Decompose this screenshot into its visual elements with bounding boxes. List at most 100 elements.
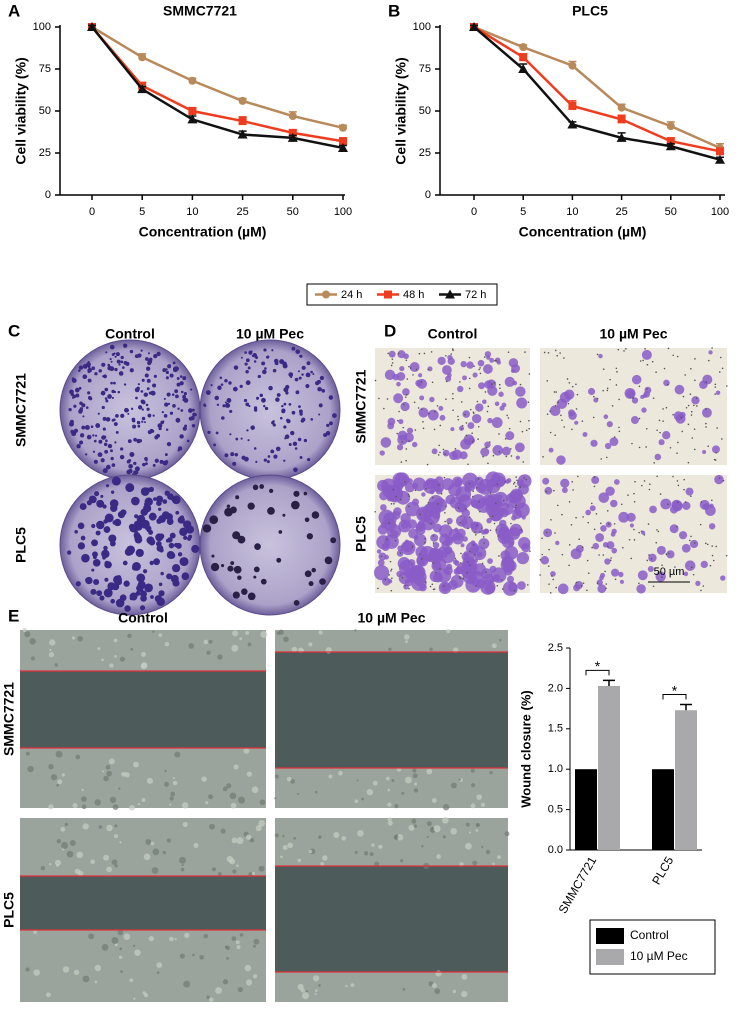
cell xyxy=(382,577,391,586)
x-tick-label: PLC5 xyxy=(649,854,676,887)
cell-texture xyxy=(203,639,209,645)
cell-texture xyxy=(354,799,359,804)
colony xyxy=(78,409,83,414)
cell xyxy=(575,544,584,553)
pore xyxy=(388,574,391,576)
cell-texture xyxy=(209,997,214,1003)
pore xyxy=(501,588,504,590)
cell-texture xyxy=(164,642,170,647)
cell xyxy=(595,533,605,542)
colony xyxy=(135,396,138,400)
column-header: 10 µM Pec xyxy=(236,326,304,342)
marker xyxy=(188,107,197,115)
colony xyxy=(232,386,238,392)
colony xyxy=(310,370,313,374)
pore xyxy=(401,441,404,443)
pore xyxy=(554,434,556,436)
cell xyxy=(582,432,588,438)
colony xyxy=(146,525,152,532)
pore xyxy=(497,535,499,537)
pore xyxy=(627,494,629,496)
significance-bracket xyxy=(662,694,687,700)
pore xyxy=(443,476,446,479)
colony xyxy=(202,524,212,533)
colony xyxy=(330,537,337,544)
cell xyxy=(500,550,511,561)
colony xyxy=(91,568,95,572)
cell xyxy=(431,561,442,572)
pore xyxy=(399,552,402,554)
pore xyxy=(384,578,387,581)
y-tick-label: 50 xyxy=(39,105,51,117)
colony xyxy=(115,414,119,418)
y-axis-label: Cell viability (%) xyxy=(393,57,409,164)
cell xyxy=(512,508,523,520)
cell-texture xyxy=(182,821,188,828)
colony xyxy=(168,542,175,549)
colony xyxy=(105,464,111,470)
cell-texture xyxy=(211,867,217,872)
colony xyxy=(298,376,302,380)
marker xyxy=(339,123,347,132)
colony xyxy=(183,392,187,396)
pore xyxy=(529,550,531,553)
cell xyxy=(708,523,716,530)
culture-dish xyxy=(199,474,341,616)
cell-texture xyxy=(33,929,37,934)
pore xyxy=(542,456,544,458)
colony xyxy=(143,421,146,424)
cell xyxy=(504,376,515,387)
pore xyxy=(546,380,549,382)
cell-texture xyxy=(293,836,297,840)
colony xyxy=(294,447,298,450)
cell xyxy=(596,579,603,586)
colony xyxy=(247,592,256,601)
cell xyxy=(499,519,507,528)
cell-texture xyxy=(442,817,449,824)
colony xyxy=(110,449,113,453)
colony xyxy=(278,530,283,534)
cell-texture xyxy=(55,750,63,758)
colony xyxy=(94,372,98,376)
cell xyxy=(429,489,435,495)
colony xyxy=(156,518,162,524)
colony xyxy=(301,373,304,376)
cell-texture xyxy=(258,820,266,827)
x-tick-label: 50 xyxy=(665,206,677,218)
colony xyxy=(87,391,91,395)
cell-texture xyxy=(94,799,101,806)
row-label: PLC5 xyxy=(1,892,17,928)
colony xyxy=(92,555,97,560)
pore xyxy=(719,356,722,359)
pore xyxy=(676,452,678,455)
marker xyxy=(519,53,528,62)
cell-texture xyxy=(229,792,237,800)
colony xyxy=(118,371,124,376)
colony xyxy=(148,538,156,546)
cell-texture xyxy=(231,644,239,652)
y-tick-label: 25 xyxy=(39,147,51,159)
cell-texture xyxy=(400,859,404,863)
colony xyxy=(70,429,75,434)
cell-texture xyxy=(114,943,118,947)
colony xyxy=(175,510,180,515)
cell xyxy=(544,486,553,495)
cell-texture xyxy=(404,776,412,784)
pore xyxy=(408,440,410,442)
cell-texture xyxy=(141,651,147,657)
pore xyxy=(491,383,493,385)
colony xyxy=(142,462,146,467)
pore xyxy=(452,409,454,411)
cell xyxy=(699,499,710,510)
colony xyxy=(288,403,292,406)
pore xyxy=(655,371,657,374)
cell xyxy=(498,391,504,397)
colony xyxy=(162,420,165,423)
colony xyxy=(286,418,290,423)
cell-texture xyxy=(282,845,288,850)
cell-texture xyxy=(24,631,31,638)
cell-texture xyxy=(450,828,457,835)
colony xyxy=(153,353,158,359)
pore xyxy=(649,483,651,485)
column-header: Control xyxy=(428,326,478,342)
